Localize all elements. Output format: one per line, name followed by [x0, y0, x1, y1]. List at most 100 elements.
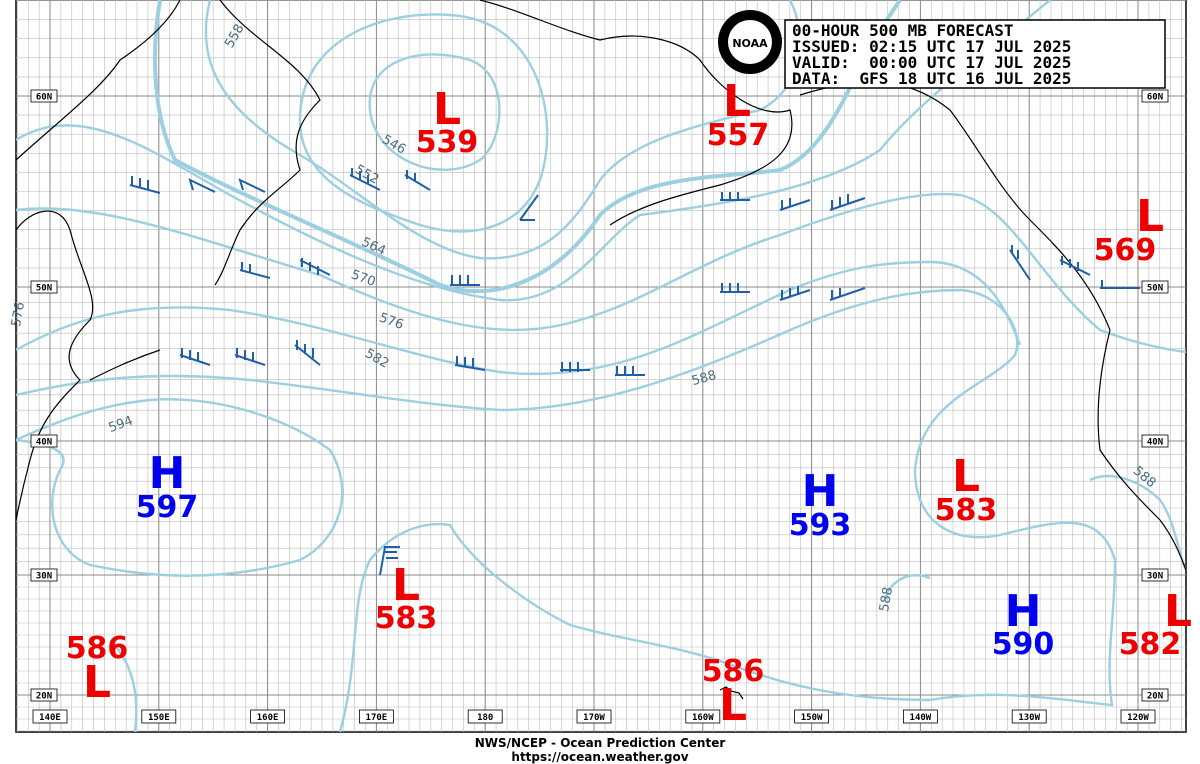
lon-label-box [1120, 709, 1156, 724]
labels: 140E 150E 160E 170E 180 170W 160W 150W 140W 130W 1… [9, 22, 1192, 731]
coastline [16, 0, 181, 161]
header-box [784, 19, 1166, 89]
wind-barb [779, 198, 811, 211]
center-symbol: L [433, 84, 461, 135]
wind-barb [188, 178, 216, 193]
center-value: 590 [992, 627, 1055, 662]
lon-label: 180 [477, 713, 493, 723]
center-symbol: H [1005, 586, 1042, 637]
center-value: 586 [702, 654, 765, 689]
coastline [16, 210, 94, 521]
lat-label: 50N [1147, 284, 1163, 294]
contour [204, 0, 802, 260]
lat-label: 30N [1147, 572, 1163, 582]
lat-label: 20N [36, 692, 52, 702]
lon-label-box [358, 709, 394, 724]
lat-label-box [1141, 89, 1169, 103]
header-line: VALID: 00:00 UTC 17 JUL 2025 [792, 53, 1071, 72]
wind-barb [234, 348, 266, 366]
wind-barb [829, 287, 866, 301]
center-symbol: H [149, 448, 186, 499]
wind-barb [299, 258, 331, 276]
wind-barbs [129, 168, 1140, 576]
center-value: 597 [136, 490, 199, 525]
wind-barb [779, 286, 811, 301]
lon-label-box [32, 709, 68, 724]
lat-label: 20N [1147, 692, 1163, 702]
lat-label: 30N [36, 572, 52, 582]
wind-barb [179, 348, 211, 366]
wind-barb [720, 192, 750, 201]
lon-label: 150W [801, 713, 823, 723]
contour-label: 576 [9, 301, 28, 328]
coastline [1097, 329, 1186, 571]
contour [109, 639, 138, 732]
coastline [89, 349, 161, 381]
footer-line: NWS/NCEP - Ocean Prediction Center [475, 736, 726, 750]
header-line: DATA: GFS 18 UTC 16 JUL 2025 [792, 69, 1071, 88]
wind-barb [1009, 245, 1031, 281]
contour [16, 288, 1117, 732]
wind-barb [294, 340, 321, 366]
center-value: 593 [789, 508, 852, 543]
lat-label-box [30, 568, 58, 582]
lat-label-box [1141, 568, 1169, 582]
contour [16, 260, 1022, 376]
center-value: 569 [1094, 233, 1157, 268]
lat-label-box [1141, 688, 1169, 702]
center-symbol: L [719, 680, 747, 731]
contour [16, 0, 1051, 302]
lat-label-box [30, 280, 58, 294]
center-value: 557 [707, 118, 770, 153]
contour [298, 13, 549, 233]
wind-barb [1100, 280, 1140, 289]
center-symbol: L [1164, 586, 1192, 637]
contour [153, 0, 902, 294]
center-symbol: L [392, 560, 420, 611]
contour [1089, 474, 1186, 571]
lon-label: 150E [148, 713, 170, 723]
coastline [719, 686, 744, 700]
lat-label: 40N [1147, 438, 1163, 448]
wind-barb [454, 356, 486, 371]
contour-label: 588 [877, 586, 896, 613]
wind-barb [829, 194, 866, 211]
lon-label-box [250, 709, 286, 724]
center-symbol: L [1136, 191, 1164, 242]
wind-barb [404, 170, 431, 191]
lon-label: 140W [910, 713, 932, 723]
center-value: 539 [416, 125, 479, 160]
lat-label: 60N [36, 93, 52, 103]
coastline [214, 0, 321, 286]
center-value: 583 [935, 493, 998, 528]
wind-barb [519, 194, 539, 221]
lon-label-box [576, 709, 612, 724]
wind-barb [720, 283, 750, 293]
wind-barb [129, 176, 161, 194]
lon-label: 130W [1018, 713, 1040, 723]
center-symbol: L [83, 657, 111, 708]
lat-label-box [1141, 280, 1169, 294]
contour-label: 588 [690, 368, 718, 389]
lat-label: 40N [36, 438, 52, 448]
lat-label: 60N [1147, 93, 1163, 103]
contour [16, 192, 1186, 354]
lat-label-box [30, 434, 58, 448]
noaa-logo-text: NOAA [732, 37, 768, 50]
lon-label: 160W [692, 713, 714, 723]
lon-label-box [794, 709, 829, 724]
contour [368, 53, 501, 171]
lon-label-box [467, 709, 503, 724]
footer-line: https://ocean.weather.gov [511, 750, 688, 764]
lon-label: 160E [257, 713, 279, 723]
wind-barb [615, 366, 645, 376]
header-line: 00-HOUR 500 MB FORECAST [792, 21, 1014, 40]
header-line: ISSUED: 02:15 UTC 17 JUL 2025 [792, 37, 1071, 56]
center-symbol: L [723, 76, 751, 127]
lon-label: 140E [39, 713, 61, 723]
wind-barb [379, 546, 400, 576]
center-value: 582 [1119, 627, 1182, 662]
lon-label-box [141, 709, 177, 724]
wind-barb [239, 262, 271, 279]
